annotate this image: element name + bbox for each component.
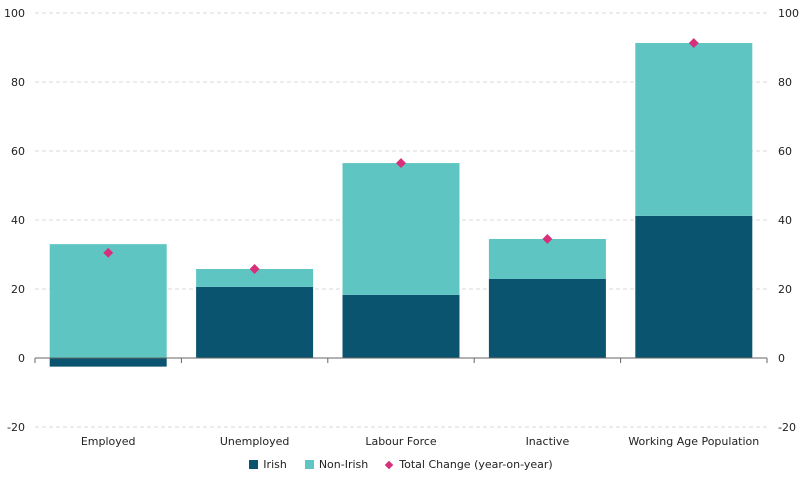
y-tick-label-right: 20 — [778, 283, 792, 296]
total-change-marker — [396, 158, 406, 169]
bar-irish — [196, 286, 314, 358]
bar-irish — [342, 294, 460, 358]
x-tick-label: Employed — [81, 435, 136, 448]
legend-item-non-irish: Non-Irish — [304, 458, 369, 471]
y-tick-label-left: 20 — [11, 283, 25, 296]
x-tick-label: Labour Force — [365, 435, 437, 448]
legend-item-irish: Irish — [249, 458, 287, 471]
y-tick-label-right: 60 — [778, 145, 792, 158]
y-tick-label-right: 100 — [778, 7, 799, 20]
y-tick-label-right: 80 — [778, 76, 792, 89]
total-change-marker — [688, 38, 699, 48]
y-tick-label-left: -20 — [7, 421, 25, 434]
y-tick-label-left: 40 — [11, 214, 25, 227]
bar-non-irish — [342, 163, 460, 295]
y-tick-label-right: -20 — [778, 421, 796, 434]
bar-non-irish — [488, 238, 606, 279]
bar-irish — [635, 215, 753, 358]
x-tick-label: Working Age Population — [628, 435, 759, 448]
legend-diamond-icon — [385, 460, 394, 469]
bar-irish — [49, 358, 167, 367]
bar-non-irish — [196, 268, 314, 287]
x-tick-label: Unemployed — [220, 435, 290, 448]
total-change-marker — [249, 264, 260, 274]
legend-item-total: Total Change (year-on-year) — [385, 458, 553, 471]
bar-non-irish — [49, 244, 167, 358]
x-tick-label: Inactive — [526, 435, 570, 448]
y-tick-label-left: 80 — [11, 76, 25, 89]
y-tick-label-left: 0 — [18, 352, 25, 365]
legend-label: Total Change (year-on-year) — [399, 458, 553, 471]
y-tick-label-right: 40 — [778, 214, 792, 227]
total-change-marker — [103, 247, 114, 258]
bar-irish — [488, 278, 606, 358]
y-tick-label-left: 60 — [11, 145, 25, 158]
y-tick-label-right: 0 — [778, 352, 785, 365]
chart-plot: -20 -20 0 0 20 20 40 40 60 60 80 80 100 100 Employed Un… — [4, 7, 799, 448]
legend-label: Non-Irish — [318, 458, 369, 471]
total-change-marker — [542, 234, 553, 244]
y-tick-label-left: 100 — [4, 7, 25, 20]
legend-label: Irish — [263, 458, 287, 471]
bar-non-irish — [635, 43, 753, 216]
legend-swatch-irish — [249, 460, 259, 469]
legend-swatch-non-irish — [304, 460, 314, 469]
legend: Irish Non-Irish Total Change (year-on-ye… — [0, 458, 802, 471]
